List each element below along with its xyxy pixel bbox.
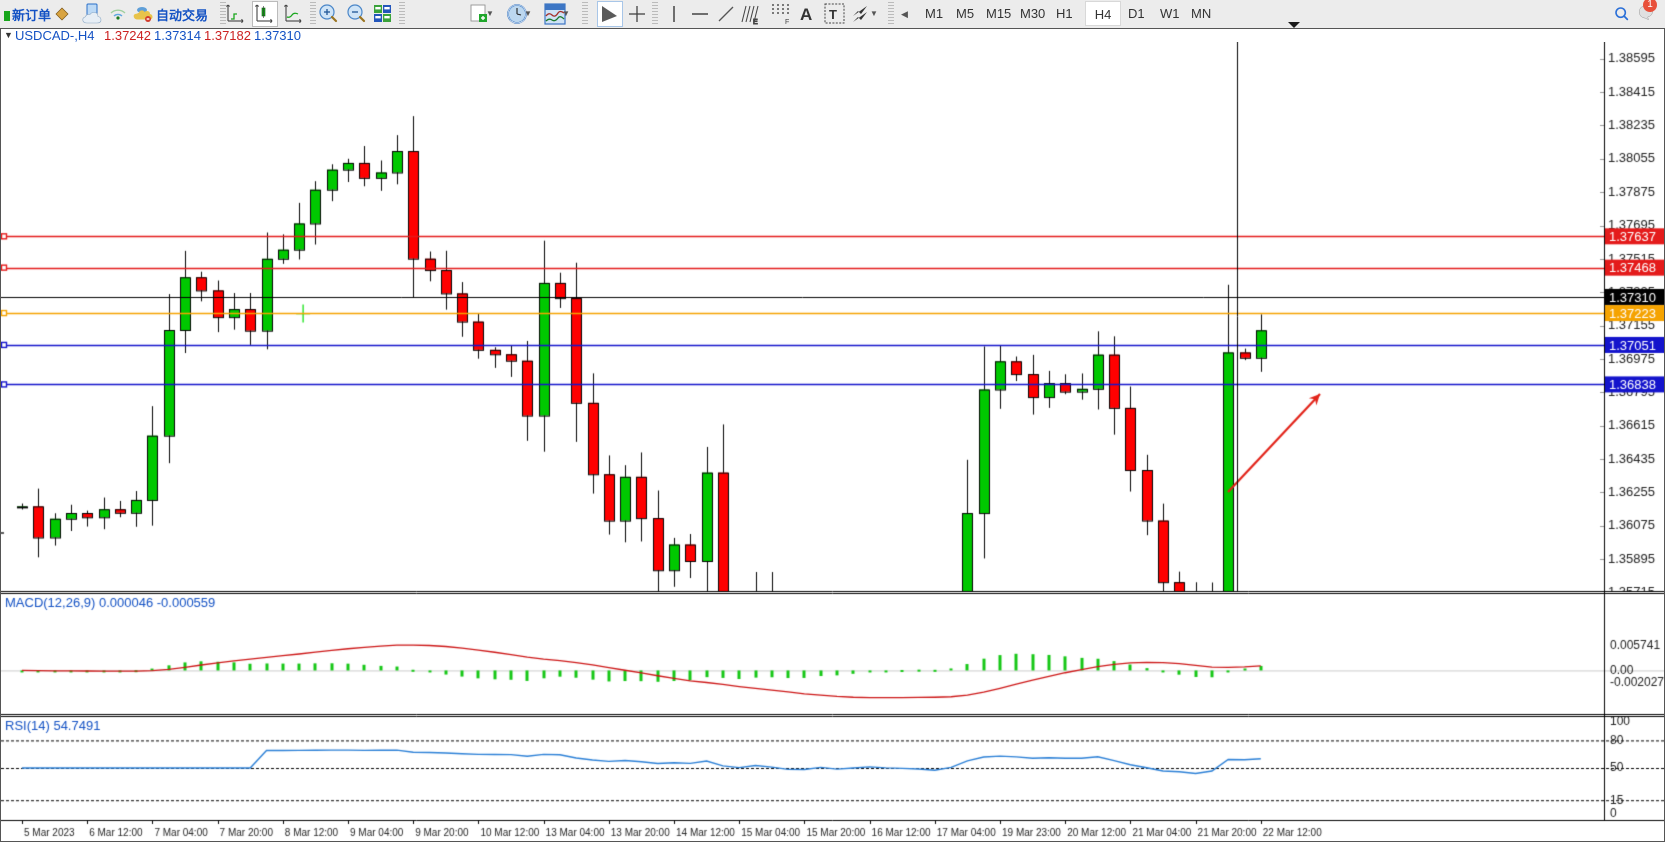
svg-text:F: F bbox=[785, 19, 789, 26]
svg-text:E: E bbox=[753, 19, 758, 26]
svg-text:T: T bbox=[829, 7, 837, 22]
